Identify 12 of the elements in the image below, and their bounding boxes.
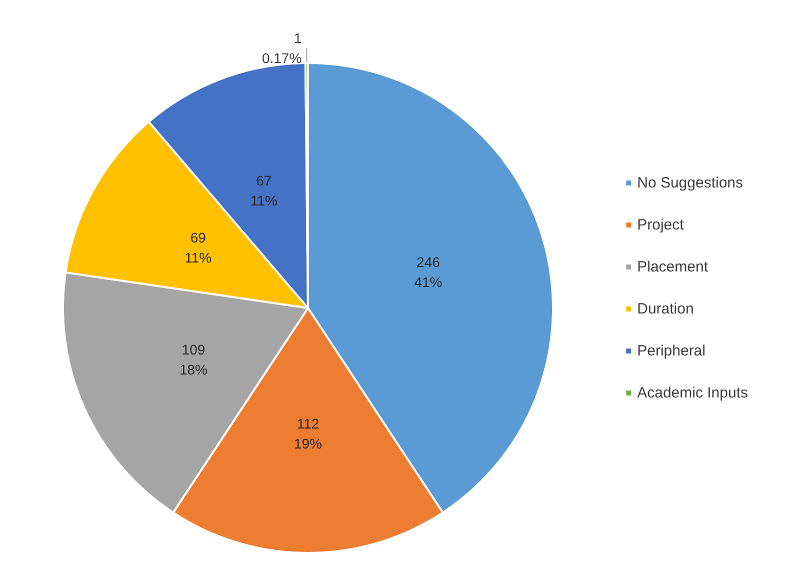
data-label: 67 11% bbox=[250, 172, 278, 208]
legend-label: Project bbox=[637, 216, 685, 234]
legend-label: No Suggestions bbox=[637, 174, 744, 192]
data-label: 112 19% bbox=[294, 416, 322, 452]
legend-label: Academic Inputs bbox=[637, 384, 748, 402]
data-label: 109 18% bbox=[179, 341, 208, 378]
data-label: 69 11% bbox=[184, 229, 212, 266]
legend-label: Peripheral bbox=[637, 342, 706, 360]
legend-label: Duration bbox=[637, 300, 694, 318]
data-label: 1 0.17% bbox=[262, 30, 302, 66]
legend-label: Placement bbox=[637, 258, 709, 276]
data-label: 246 41% bbox=[414, 254, 442, 290]
